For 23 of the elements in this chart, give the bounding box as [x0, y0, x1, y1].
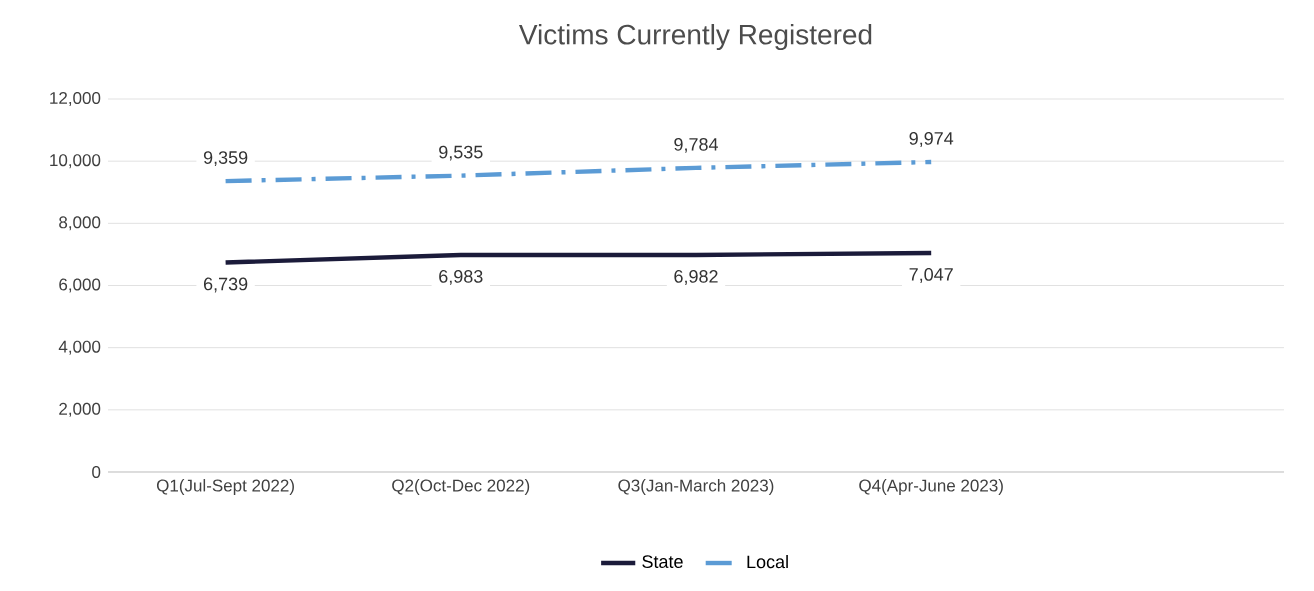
data-label: 9,784 [674, 137, 718, 153]
data-label: 9,359 [203, 151, 248, 167]
data-label: 6,739 [203, 277, 248, 293]
legend-label: Local [747, 554, 788, 569]
x-tick-label: Q4(Apr-June 2023) [859, 479, 1003, 495]
data-label: 6,982 [674, 270, 718, 285]
y-tick-label: 12,000 [50, 92, 101, 107]
data-label: 9,535 [439, 145, 483, 161]
data-label: 6,983 [439, 270, 483, 285]
data-label: 9,974 [909, 132, 954, 147]
y-tick-label: 4,000 [58, 340, 101, 355]
data-label: 7,047 [909, 268, 953, 283]
y-tick-label: 0 [92, 466, 101, 479]
chart-title: Victims Currently Registered [518, 23, 872, 51]
y-tick-label: 6,000 [59, 278, 101, 293]
x-tick-label: Q2(Oct-Dec 2022) [392, 479, 530, 495]
line-series [223, 250, 934, 265]
y-tick-label: 10,000 [50, 154, 101, 169]
x-tick-label: Q1(Jul-Sept 2022) [156, 479, 294, 495]
y-tick-label: 2,000 [59, 402, 101, 417]
x-tick-label: Q3(Jan-March 2023) [618, 479, 774, 495]
legend-label: State [642, 555, 683, 568]
y-tick-label: 8,000 [59, 216, 101, 231]
